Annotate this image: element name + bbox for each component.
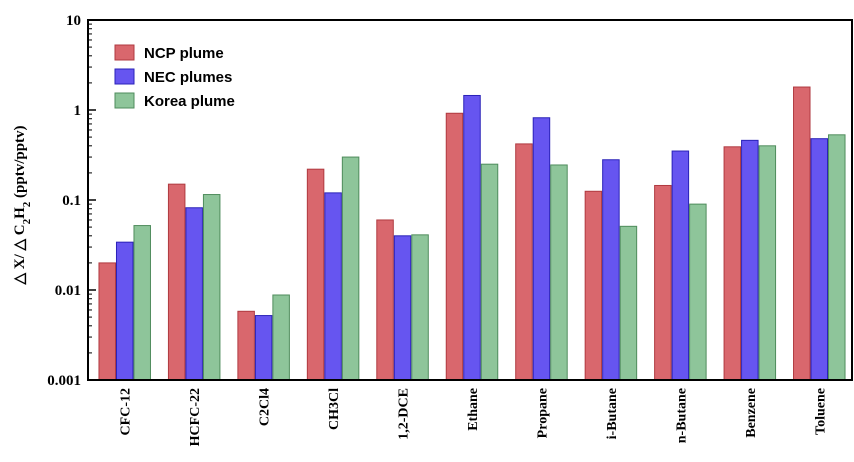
x-tick-label: Toluene <box>813 388 828 435</box>
bar-nec-plumes-i-butane <box>602 159 620 381</box>
bar-nec-plumes-hcfc-22 <box>185 207 203 381</box>
x-tick-label: 1,2-DCE <box>397 388 412 440</box>
bar-ncp-plume-i-butane <box>584 190 603 381</box>
bar-ncp-plume-toluene <box>793 86 811 381</box>
bar-ncp-plume-c2cl4 <box>237 310 255 381</box>
bar-nec-plumes-propane <box>532 117 551 381</box>
bar-korea-plume-n-butane <box>689 203 707 381</box>
bar-nec-plumes-c2cl4 <box>254 315 273 381</box>
legend: NCP plume NEC plumes Korea plume <box>114 44 235 110</box>
legend-label: Korea plume <box>144 93 235 110</box>
bar-korea-plume-propane <box>550 164 568 381</box>
bar-korea-plume-i-butane <box>619 225 638 381</box>
bar-korea-plume-ch3cl <box>341 156 360 381</box>
bar-nec-plumes-1-2-dce <box>393 235 412 381</box>
y-tick-label: 0.01 <box>55 283 81 299</box>
x-tick-label: CFC-12 <box>119 388 134 435</box>
x-tick-label: Propane <box>535 388 550 438</box>
bar-nec-plumes-benzene <box>741 139 759 381</box>
legend-label: NCP plume <box>144 45 224 62</box>
x-tick-label: CH3Cl <box>327 388 342 430</box>
bar-ncp-plume-n-butane <box>654 184 672 381</box>
bar-korea-plume-1-2-dce <box>411 234 429 381</box>
bar-korea-plume-benzene <box>758 145 777 381</box>
x-tick-label: Ethane <box>466 388 481 431</box>
bar-nec-plumes-toluene <box>810 138 829 381</box>
bar-korea-plume-cfc-12 <box>133 225 151 381</box>
bar-korea-plume-c2cl4 <box>272 294 290 381</box>
bar-korea-plume-hcfc-22 <box>202 194 221 381</box>
y-tick-label: 10 <box>66 13 81 29</box>
x-tick-label: Benzene <box>744 388 759 438</box>
plot-frame <box>87 19 853 381</box>
legend-swatch <box>114 92 135 109</box>
x-tick-label: n-Butane <box>674 388 689 443</box>
legend-swatch <box>114 68 135 85</box>
bar-ncp-plume-propane <box>515 143 533 381</box>
bar-ncp-plume-ethane <box>445 112 464 381</box>
y-tick-label: 0.001 <box>47 373 81 389</box>
x-tick-label: HCFC-22 <box>188 388 203 446</box>
bar-ncp-plume-1-2-dce <box>376 219 394 381</box>
bar-ncp-plume-ch3cl <box>306 168 325 381</box>
bar-korea-plume-ethane <box>480 163 499 381</box>
x-tick-label: i-Butane <box>605 388 620 439</box>
bar-nec-plumes-ch3cl <box>324 192 342 381</box>
y-tick-label: 0.1 <box>62 193 81 209</box>
bar-ncp-plume-cfc-12 <box>98 262 116 381</box>
bar-nec-plumes-ethane <box>463 94 481 381</box>
x-tick-label: C2Cl4 <box>258 388 273 426</box>
bar-ncp-plume-hcfc-22 <box>167 183 186 381</box>
legend-label: NEC plumes <box>144 69 232 86</box>
bar-nec-plumes-cfc-12 <box>115 241 134 381</box>
bars-group <box>98 86 846 381</box>
y-axis-label: △ X/ △ C2H2 (pptv/pptv) <box>12 125 33 285</box>
legend-swatch <box>114 44 135 61</box>
x-axis-labels: CFC-12 HCFC-22 C2Cl4 CH3Cl 1,2-DCE Ethane Prop… <box>119 388 829 446</box>
bar-korea-plume-toluene <box>828 134 846 381</box>
y-tick-label: 1 <box>74 103 82 119</box>
y-axis-ticks: 0.001 0.01 0.1 1 10 <box>47 13 96 389</box>
bar-ncp-plume-benzene <box>723 146 742 381</box>
bar-nec-plumes-n-butane <box>671 150 690 381</box>
